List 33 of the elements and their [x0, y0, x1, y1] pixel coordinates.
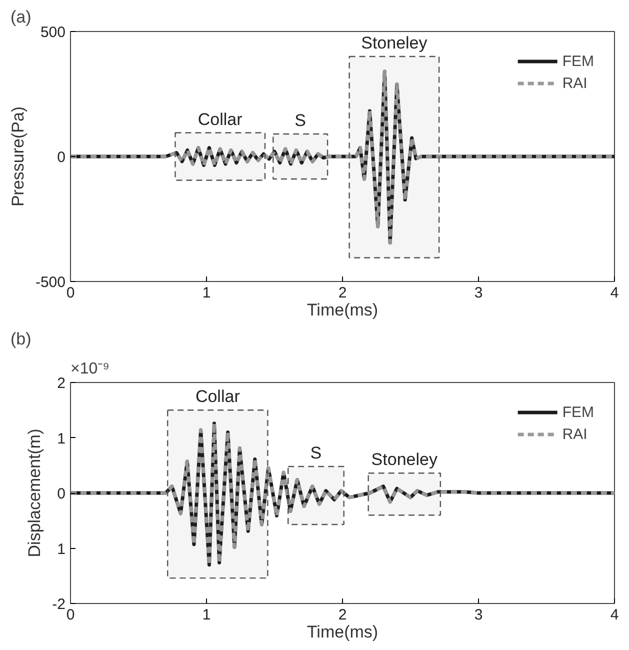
- band-label: S: [294, 111, 306, 130]
- legend-label: RAI: [562, 74, 588, 92]
- band-label: Stoneley: [361, 34, 428, 52]
- y-tick-label: 2: [57, 375, 66, 392]
- y-tick-label: 0: [57, 486, 66, 502]
- x-tick-label: 3: [474, 606, 483, 624]
- y-axis-title: Pressure(Pa): [8, 106, 28, 207]
- x-axis-title: Time(ms): [306, 300, 378, 320]
- legend-label: FEM: [562, 52, 594, 70]
- text: ×10⁻⁹: [70, 360, 110, 378]
- x-tick-label: 1: [202, 284, 211, 302]
- legend-label: FEM: [562, 404, 594, 420]
- x-tick-label: 3: [474, 284, 483, 302]
- x-tick-label: 2: [338, 284, 347, 302]
- y-tick-label: -500: [35, 274, 66, 291]
- y-tick-label: 0: [57, 149, 66, 166]
- legend-label: RAI: [562, 426, 588, 442]
- band-label: S: [310, 443, 322, 462]
- x-tick-label: 4: [610, 606, 619, 624]
- x-tick-label: 2: [338, 606, 347, 624]
- band-label: Collar: [198, 110, 243, 129]
- x-tick-label: 1: [202, 606, 211, 624]
- y-axis-title: Displacement(m): [25, 428, 44, 558]
- band-label: Collar: [195, 387, 240, 406]
- chart-title: (b): [10, 330, 32, 348]
- y-tick-label: -2: [52, 596, 66, 613]
- chart-title: (a): [10, 8, 32, 26]
- y-tick-label: 1: [57, 430, 66, 448]
- y-tick-label: 500: [40, 24, 66, 41]
- band-label: Stoneley: [371, 450, 438, 470]
- y-tick-label: 1: [57, 540, 66, 558]
- x-tick-label: 4: [610, 284, 619, 302]
- x-axis-title: Time(ms): [306, 622, 378, 642]
